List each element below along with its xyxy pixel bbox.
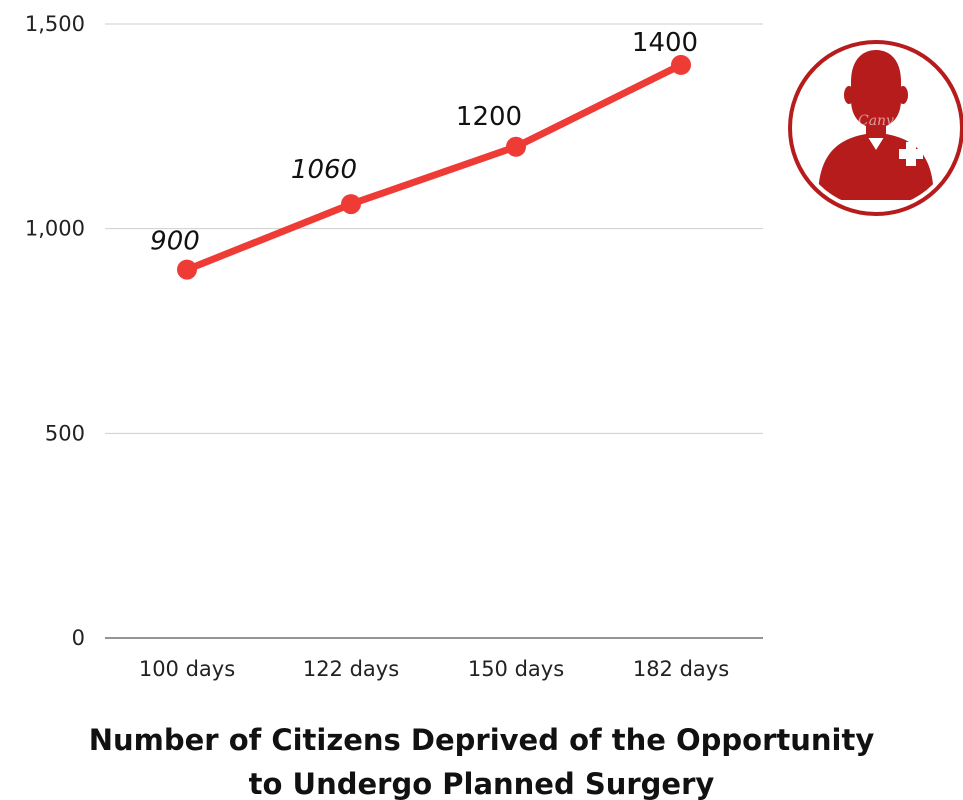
watermark-text: Canva [858,113,902,129]
data-point [177,259,197,280]
data-labels: 900 1060 1200 1400 [150,28,698,257]
grid-lines [105,23,763,639]
chart-title: Number of Citizens Deprived of the Oppor… [30,718,933,800]
y-tick-label: 1,500 [25,12,85,36]
y-tick-label: 500 [45,421,85,445]
data-point [671,54,691,75]
data-label: 1060 [291,155,357,185]
x-tick-label: 182 days [633,657,729,681]
x-tick-label: 100 days [139,657,235,681]
data-point [341,194,361,215]
data-label: 1400 [632,28,698,58]
x-tick-label: 150 days [468,657,564,681]
x-axis-ticks: 100 days 122 days 150 days 182 days [139,657,729,681]
data-label: 900 [150,227,200,257]
y-tick-label: 1,000 [25,217,85,241]
data-label: 1200 [456,102,522,132]
medical-person-icon: Canva [788,40,963,216]
x-tick-label: 122 days [303,657,399,681]
series-line-path [183,61,685,274]
y-axis-ticks: 0 500 1,000 1,500 [25,12,85,650]
chart-title-line-1: Number of Citizens Deprived of the Oppor… [88,723,875,757]
series-line [177,54,691,280]
medical-cross-icon [899,142,923,166]
chart-title-line-2: to Undergo Planned Surgery [248,767,715,800]
y-tick-label: 0 [72,626,85,650]
data-point [506,136,526,157]
